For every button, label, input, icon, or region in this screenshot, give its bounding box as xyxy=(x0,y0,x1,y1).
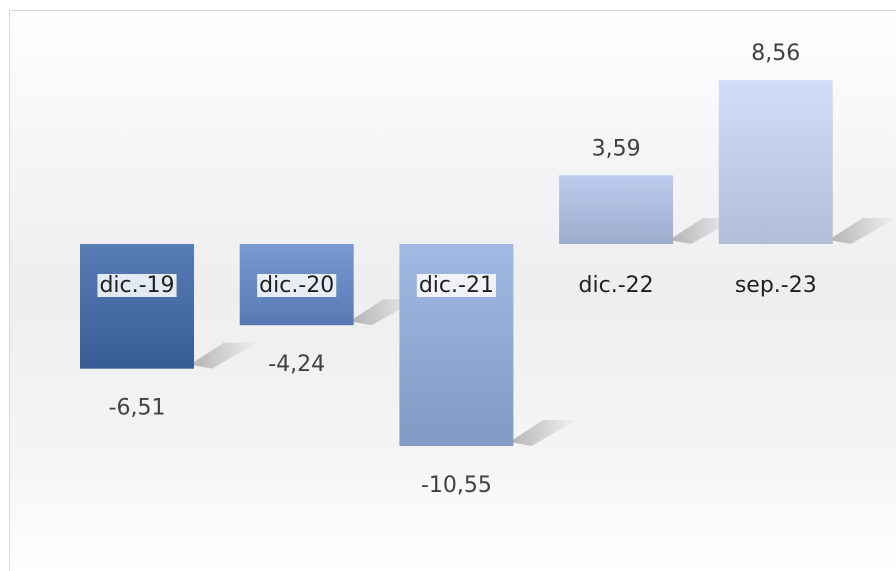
data-label: -4,24 xyxy=(268,352,325,377)
bar-sep.-23 xyxy=(718,80,833,245)
category-label-background xyxy=(416,274,496,297)
bar-dic.-19 xyxy=(80,244,194,369)
bar-chart: -6,51 dic.-19 -4,24 dic.-20 -10,55 dic.-21 3,5… xyxy=(80,41,896,498)
bar-shadow xyxy=(828,218,896,244)
category-label-background xyxy=(257,274,337,297)
data-label: 8,56 xyxy=(751,41,800,66)
category-label: sep.-23 xyxy=(735,273,817,298)
data-label: 3,59 xyxy=(592,136,641,161)
data-label: -10,55 xyxy=(421,473,492,498)
category-label: dic.-21 xyxy=(419,273,494,298)
bar-shadow xyxy=(190,342,258,369)
data-label: -6,51 xyxy=(109,396,166,421)
category-label: dic.-22 xyxy=(579,273,654,298)
bar-shadow xyxy=(509,420,578,447)
category-label: dic.-19 xyxy=(99,273,174,298)
category-label-background xyxy=(97,274,177,297)
category-label: dic.-20 xyxy=(259,273,334,298)
labels: -6,51 dic.-19 -4,24 dic.-20 -10,55 dic.-21 3,5… xyxy=(97,41,817,498)
bars xyxy=(80,80,833,447)
bar-dic.-22 xyxy=(559,175,674,244)
